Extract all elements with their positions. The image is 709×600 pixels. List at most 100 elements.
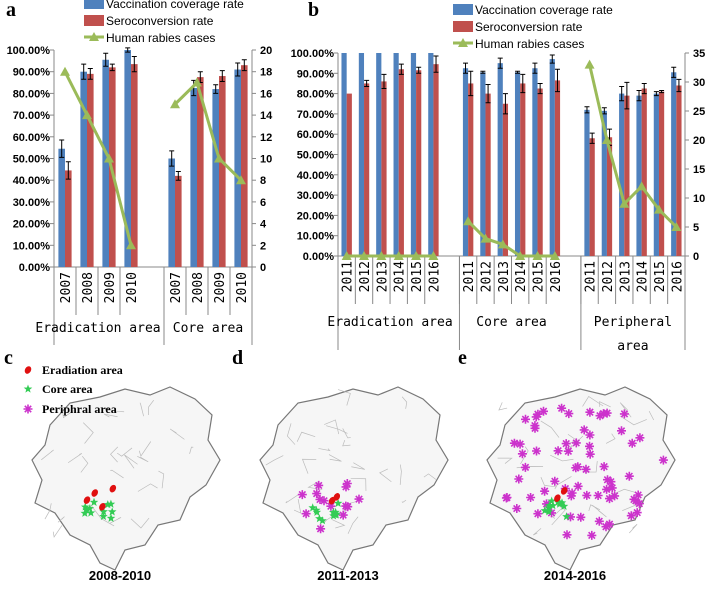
cases-line: [173, 79, 243, 182]
county-border: [550, 454, 574, 462]
peripheral-marker: [297, 490, 307, 500]
county-border: [124, 454, 138, 469]
map-c: [31, 386, 221, 571]
group-label: Core area: [476, 315, 546, 330]
error-bar: [213, 84, 219, 94]
county-border: [401, 396, 408, 409]
map-period-label: 2014-2016: [544, 568, 606, 583]
vaccination-bar: [190, 87, 197, 267]
left-tick-label: 20.00%: [13, 219, 51, 231]
county-border: [342, 428, 351, 439]
cases-marker: [515, 251, 526, 260]
left-tick-label: 70.00%: [297, 109, 335, 121]
cases-marker: [341, 251, 352, 260]
error-bar: [398, 63, 404, 75]
seroconversion-bar: [65, 170, 72, 267]
county-border: [599, 401, 611, 408]
peripheral-marker: [550, 476, 560, 486]
seroconversion-bar: [416, 70, 422, 256]
right-tick-label: 10: [260, 154, 272, 166]
county-border: [137, 483, 158, 492]
county-border: [342, 440, 351, 447]
seroconversion-bar: [676, 85, 682, 256]
cases-marker: [376, 251, 387, 260]
county-border: [582, 395, 604, 407]
category-label: 2014: [393, 261, 408, 292]
county-border: [324, 419, 340, 435]
core-marker: [99, 512, 108, 521]
peripheral-marker: [617, 426, 626, 436]
seroconversion-bar: [398, 69, 404, 257]
peripheral-marker: [512, 504, 522, 513]
peripheral-marker: [514, 474, 524, 484]
cases-marker: [480, 233, 491, 243]
peripheral-marker: [319, 496, 329, 506]
county-border: [592, 504, 607, 518]
error-bar: [659, 90, 665, 94]
county-border: [139, 402, 144, 417]
error-bar: [235, 62, 241, 77]
legend-swatch-vaccination: [453, 4, 473, 15]
cases-marker: [463, 216, 474, 226]
cases-marker: [60, 66, 70, 76]
county-border: [520, 446, 529, 465]
vaccination-bar: [619, 93, 625, 256]
eradication-marker: [109, 484, 117, 493]
right-tick-label: 6: [260, 197, 266, 209]
core-marker: [332, 510, 341, 519]
right-tick-label: 4: [260, 219, 267, 231]
vaccination-bar: [462, 68, 469, 256]
error-bar: [671, 66, 677, 78]
county-border: [137, 455, 149, 463]
left-tick-label: 70.00%: [13, 110, 51, 122]
vaccination-bar: [124, 50, 131, 267]
cases-marker: [82, 110, 92, 120]
error-bar: [520, 73, 526, 94]
peripheral-marker: [610, 491, 620, 501]
cases-marker: [104, 153, 114, 163]
map-legend-label: Periphral area: [42, 402, 117, 416]
panel-letter: c: [4, 347, 13, 369]
left-tick-label: 90.00%: [13, 67, 51, 79]
vaccination-bar: [341, 53, 347, 256]
peripheral-marker: [341, 482, 351, 492]
vaccination-bar: [636, 95, 642, 256]
error-bar: [87, 67, 93, 80]
county-border: [629, 523, 638, 534]
county-border: [552, 507, 563, 519]
core-marker: [103, 500, 112, 509]
county-border: [331, 519, 346, 529]
peripheral-marker: [585, 449, 595, 459]
legend-label: Vaccination coverage rate: [106, 0, 244, 11]
error-bar: [502, 93, 508, 115]
error-bar: [219, 70, 225, 82]
county-border: [189, 446, 194, 454]
county-border: [351, 462, 365, 470]
left-tick-label: 10.00%: [297, 231, 335, 243]
panel-letter: a: [6, 0, 16, 21]
cases-marker: [497, 239, 508, 249]
core-marker: [312, 507, 322, 516]
core-marker: [544, 507, 553, 516]
peripheral-marker: [571, 438, 581, 448]
peripheral-marker: [539, 406, 548, 416]
region-outline: [486, 386, 676, 571]
category-label: 2009: [103, 272, 118, 303]
map-d: [259, 386, 449, 571]
seroconversion-bar: [197, 77, 204, 267]
panel-letter: e: [458, 347, 467, 369]
vaccination-bar: [376, 53, 382, 256]
cases-marker: [126, 240, 136, 250]
peripheral-marker: [533, 509, 543, 519]
peripheral-marker: [605, 494, 614, 504]
peripheral-marker: [595, 411, 605, 421]
left-tick-label: 0.00%: [303, 251, 334, 263]
county-border: [540, 420, 560, 438]
county-border: [498, 402, 508, 411]
peripheral-marker: [607, 483, 617, 493]
cases-marker: [214, 153, 224, 163]
category-label: 2007: [169, 272, 184, 303]
peripheral-marker: [626, 511, 636, 521]
cases-marker: [192, 77, 202, 87]
vaccination-bar: [212, 89, 219, 267]
